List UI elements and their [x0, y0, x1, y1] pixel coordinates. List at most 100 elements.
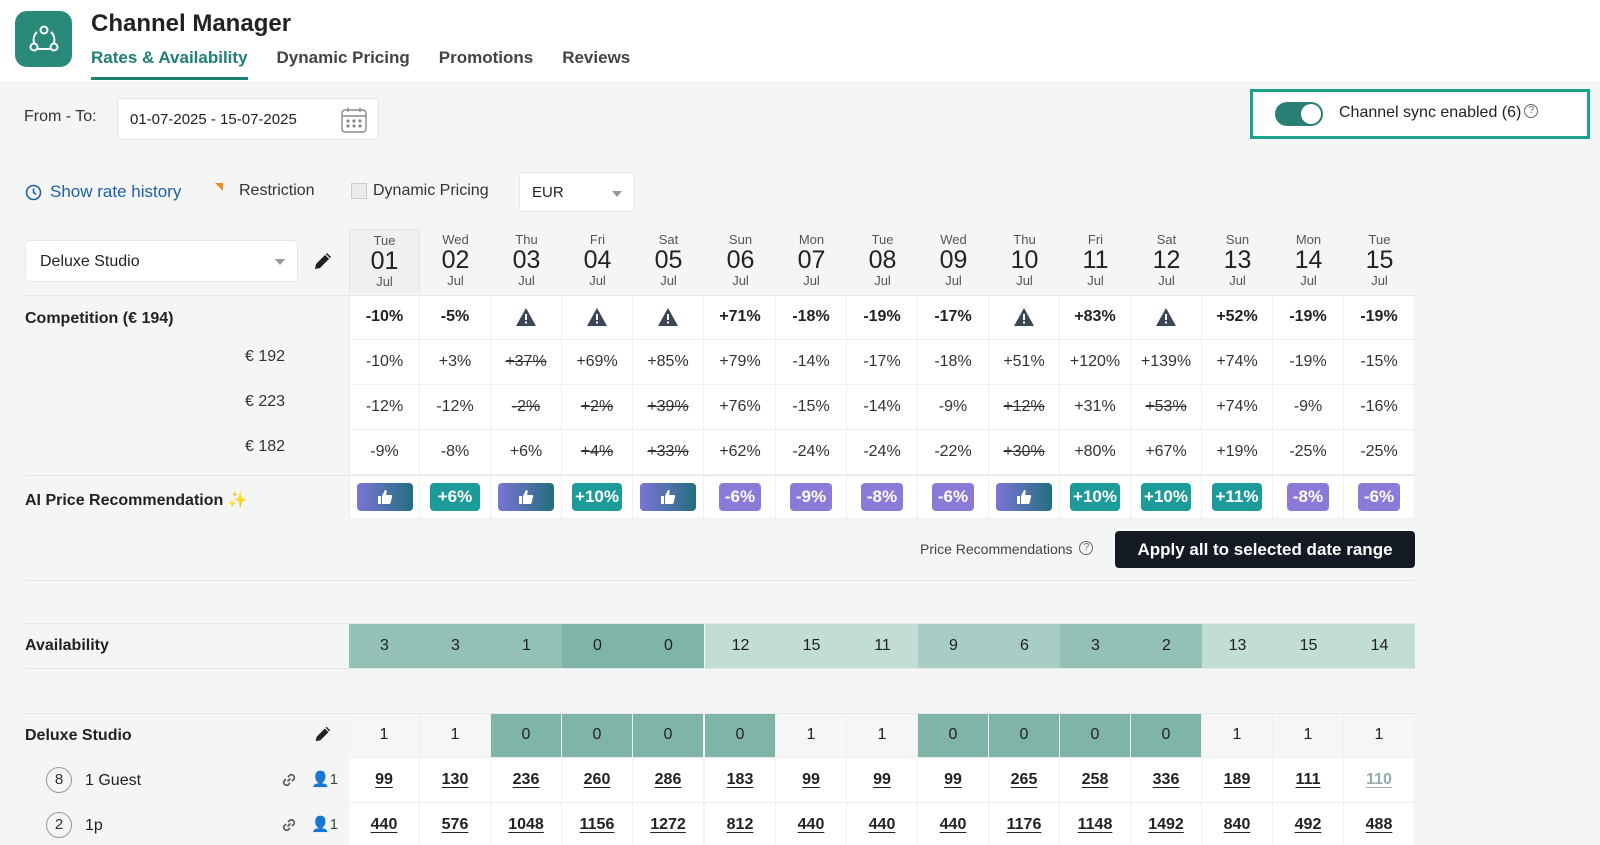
rate-price-cell[interactable]: 1148 — [1060, 803, 1131, 845]
rate-price-cell[interactable]: 99 — [776, 758, 847, 803]
rate-price-cell[interactable]: 99 — [349, 758, 420, 803]
day-header[interactable]: Sun 06 Jul — [705, 229, 776, 293]
thumbs-up-recommendation[interactable] — [640, 482, 696, 511]
room-units-cell[interactable]: 0 — [918, 713, 989, 758]
availability-cell[interactable]: 14 — [1344, 623, 1415, 668]
dynamic-pricing-checkbox[interactable]: Dynamic Pricing — [351, 182, 489, 200]
rate-price-cell[interactable]: 110 — [1344, 758, 1415, 803]
recommendation-decrease[interactable]: -6% — [932, 482, 974, 511]
room-units-cell[interactable]: 1 — [420, 713, 491, 758]
rate-price-cell[interactable]: 1272 — [633, 803, 704, 845]
rate-price-cell[interactable]: 260 — [562, 758, 633, 803]
availability-cell[interactable]: 6 — [989, 623, 1060, 668]
availability-cell[interactable]: 1 — [491, 623, 562, 668]
rate-price-cell[interactable]: 840 — [1202, 803, 1273, 845]
recommendation-decrease[interactable]: -6% — [719, 482, 761, 511]
room-units-cell[interactable]: 0 — [562, 713, 633, 758]
tab-rates-availability[interactable]: Rates & Availability — [91, 48, 248, 80]
recommendation-decrease[interactable]: -6% — [1358, 482, 1400, 511]
availability-cell[interactable]: 3 — [420, 623, 491, 668]
room-units-cell[interactable]: 1 — [1344, 713, 1415, 758]
day-header[interactable]: Tue 15 Jul — [1344, 229, 1415, 293]
help-icon[interactable]: ? — [1524, 104, 1539, 118]
room-units-cell[interactable]: 0 — [705, 713, 776, 758]
rate-price-cell[interactable]: 99 — [847, 758, 918, 803]
rate-price-cell[interactable]: 189 — [1202, 758, 1273, 803]
day-header[interactable]: Thu 10 Jul — [989, 229, 1060, 293]
rate-price-cell[interactable]: 1048 — [491, 803, 562, 845]
tab-reviews[interactable]: Reviews — [562, 48, 631, 67]
rate-price-cell[interactable]: 440 — [918, 803, 989, 845]
calendar-icon[interactable] — [340, 106, 368, 134]
room-units-cell[interactable]: 1 — [1273, 713, 1344, 758]
rate-price-cell[interactable]: 236 — [491, 758, 562, 803]
recommendation-increase[interactable]: +10% — [1070, 482, 1120, 511]
day-header[interactable]: Wed 02 Jul — [420, 229, 491, 293]
availability-cell[interactable]: 0 — [633, 623, 704, 668]
recommendation-increase[interactable]: +6% — [430, 482, 480, 511]
currency-select[interactable]: EUR — [519, 172, 635, 212]
rate-price-cell[interactable]: 183 — [705, 758, 776, 803]
rate-price-cell[interactable]: 440 — [847, 803, 918, 845]
room-units-cell[interactable]: 1 — [776, 713, 847, 758]
apply-all-button[interactable]: Apply all to selected date range — [1115, 531, 1415, 568]
room-units-cell[interactable]: 0 — [1131, 713, 1202, 758]
room-units-cell[interactable]: 0 — [1060, 713, 1131, 758]
recommendation-increase[interactable]: +10% — [572, 482, 622, 511]
availability-cell[interactable]: 12 — [705, 623, 776, 668]
recommendation-increase[interactable]: +10% — [1141, 482, 1191, 511]
rate-price-cell[interactable]: 1176 — [989, 803, 1060, 845]
day-header[interactable]: Tue 01 Jul — [349, 229, 420, 293]
availability-cell[interactable]: 13 — [1202, 623, 1273, 668]
day-header[interactable]: Fri 04 Jul — [562, 229, 633, 293]
thumbs-up-recommendation[interactable] — [996, 482, 1052, 511]
availability-cell[interactable]: 3 — [1060, 623, 1131, 668]
room-units-cell[interactable]: 1 — [847, 713, 918, 758]
availability-cell[interactable]: 3 — [349, 623, 420, 668]
rate-price-cell[interactable]: 1156 — [562, 803, 633, 845]
rate-price-cell[interactable]: 265 — [989, 758, 1060, 803]
room-type-select[interactable]: Deluxe Studio — [25, 240, 298, 282]
day-header[interactable]: Mon 07 Jul — [776, 229, 847, 293]
day-header[interactable]: Fri 11 Jul — [1060, 229, 1131, 293]
recommendation-increase[interactable]: +11% — [1212, 482, 1262, 511]
rate-price-cell[interactable]: 488 — [1344, 803, 1415, 845]
day-header[interactable]: Wed 09 Jul — [918, 229, 989, 293]
rate-price-cell[interactable]: 492 — [1273, 803, 1344, 845]
rate-price-cell[interactable]: 576 — [420, 803, 491, 845]
tab-promotions[interactable]: Promotions — [438, 48, 534, 67]
recommendation-decrease[interactable]: -8% — [1287, 482, 1329, 511]
rate-price-cell[interactable]: 111 — [1273, 758, 1344, 803]
show-rate-history-link[interactable]: Show rate history — [25, 182, 181, 202]
availability-cell[interactable]: 2 — [1131, 623, 1202, 668]
room-units-cell[interactable]: 0 — [989, 713, 1060, 758]
tab-dynamic-pricing[interactable]: Dynamic Pricing — [276, 48, 410, 67]
day-header[interactable]: Sat 05 Jul — [633, 229, 704, 293]
thumbs-up-recommendation[interactable] — [498, 482, 554, 511]
checkbox-box[interactable] — [351, 183, 367, 199]
rate-price-cell[interactable]: 812 — [705, 803, 776, 845]
availability-cell[interactable]: 9 — [918, 623, 989, 668]
day-header[interactable]: Sun 13 Jul — [1202, 229, 1273, 293]
rate-price-cell[interactable]: 440 — [776, 803, 847, 845]
rate-price-cell[interactable]: 1492 — [1131, 803, 1202, 845]
recommendation-decrease[interactable]: -9% — [790, 482, 832, 511]
room-units-cell[interactable]: 0 — [491, 713, 562, 758]
edit-pencil-icon[interactable] — [312, 250, 334, 272]
rate-price-cell[interactable]: 258 — [1060, 758, 1131, 803]
recommendation-decrease[interactable]: -8% — [861, 482, 903, 511]
channel-sync-toggle[interactable] — [1275, 102, 1323, 126]
availability-cell[interactable]: 11 — [847, 623, 918, 668]
rate-price-cell[interactable]: 440 — [349, 803, 420, 845]
availability-cell[interactable]: 15 — [776, 623, 847, 668]
link-icon[interactable] — [280, 816, 298, 834]
help-icon[interactable]: ? — [1079, 541, 1094, 555]
thumbs-up-recommendation[interactable] — [356, 482, 413, 511]
rate-price-cell[interactable]: 286 — [633, 758, 704, 803]
rate-price-cell[interactable]: 99 — [918, 758, 989, 803]
rate-price-cell[interactable]: 336 — [1131, 758, 1202, 803]
rate-price-cell[interactable]: 130 — [420, 758, 491, 803]
edit-pencil-icon[interactable] — [313, 724, 333, 744]
room-units-cell[interactable]: 0 — [633, 713, 704, 758]
room-units-cell[interactable]: 1 — [349, 713, 420, 758]
